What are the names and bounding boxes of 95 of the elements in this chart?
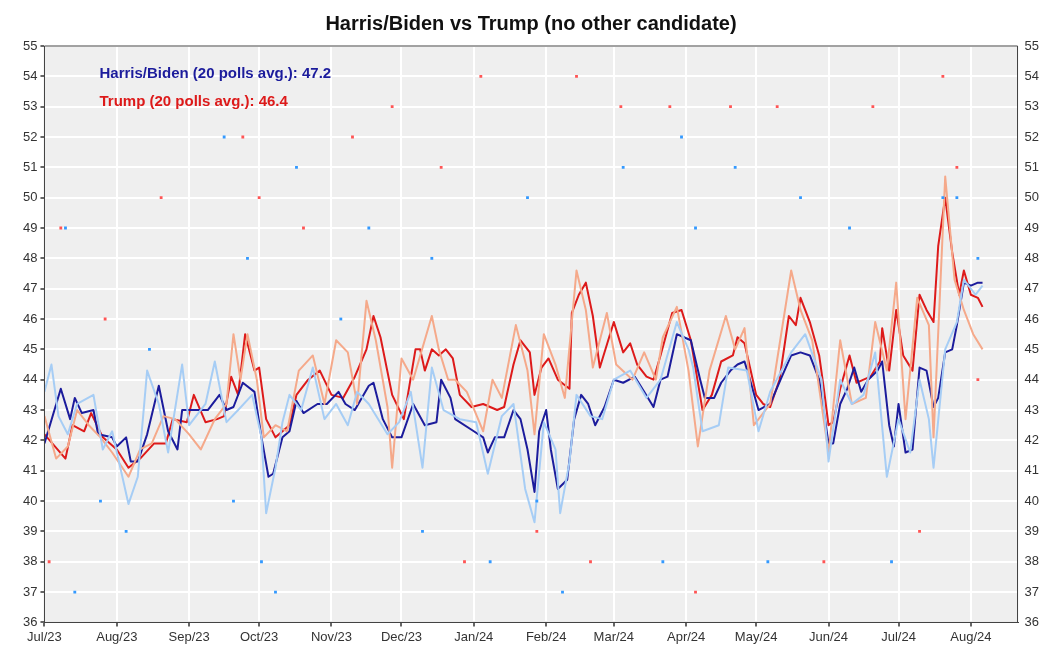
y-tick-label: 49 — [22, 219, 38, 235]
x-tick-label: Nov/23 — [310, 628, 353, 644]
point — [941, 196, 945, 200]
point — [621, 165, 625, 169]
point — [766, 560, 770, 564]
y-tick-label: 42 — [22, 431, 38, 447]
point — [148, 347, 151, 351]
y-tick-label: 48 — [22, 249, 38, 265]
point — [124, 529, 128, 533]
point — [619, 105, 623, 109]
point — [295, 165, 298, 169]
y2-tick-label: 42 — [1024, 431, 1040, 447]
point — [955, 196, 959, 200]
y-tick-label: 37 — [22, 583, 38, 599]
point — [260, 560, 263, 564]
y-tick-label: 41 — [22, 462, 38, 478]
y-tick-label: 52 — [22, 128, 38, 144]
point — [390, 105, 394, 109]
y2-tick-label: 46 — [1024, 310, 1040, 326]
x-tick-label: Jul/24 — [881, 628, 916, 644]
y2-tick-label: 44 — [1024, 371, 1040, 387]
y-tick-label: 44 — [22, 371, 38, 387]
y-tick-label: 38 — [22, 553, 38, 569]
y-tick-label: 51 — [22, 158, 38, 174]
y-tick-label: 54 — [22, 67, 38, 83]
x-tick-label: Oct/23 — [240, 628, 279, 644]
y2-tick-label: 47 — [1024, 280, 1040, 296]
point — [799, 196, 802, 200]
y-tick-label: 55 — [22, 37, 38, 53]
y2-tick-label: 40 — [1024, 492, 1040, 508]
point — [890, 560, 893, 564]
point — [918, 529, 921, 533]
text: Harris/Biden (20 polls avg.): 47.2 — [99, 64, 332, 82]
point — [822, 560, 826, 564]
point — [479, 74, 483, 78]
y-tick-label: 43 — [22, 401, 38, 417]
y2-tick-label: 39 — [1024, 522, 1040, 538]
y-tick-label: 36 — [22, 613, 38, 629]
point — [463, 560, 466, 564]
y-tick-label: 53 — [22, 98, 38, 114]
x-tick-label: Jan/24 — [454, 628, 494, 644]
y2-tick-label: 50 — [1024, 189, 1040, 205]
x-tick-label: Sep/23 — [168, 628, 210, 644]
x-tick-label: Dec/23 — [380, 628, 423, 644]
y-tick-label: 40 — [22, 492, 38, 508]
y2-tick-label: 41 — [1024, 462, 1040, 478]
point — [733, 165, 737, 169]
y2-tick-label: 55 — [1024, 37, 1040, 53]
x-tick-label: Mar/24 — [593, 628, 635, 644]
y2-tick-label: 54 — [1024, 67, 1040, 83]
point — [257, 196, 261, 200]
point — [421, 529, 424, 533]
text: Trump (20 polls avg.): 46.4 — [99, 92, 289, 110]
y2-tick-label: 49 — [1024, 219, 1040, 235]
point — [976, 378, 980, 382]
point — [159, 196, 163, 200]
x-tick-label: Jun/24 — [809, 628, 849, 644]
x-tick-label: Aug/24 — [950, 628, 992, 644]
y2-tick-label: 53 — [1024, 98, 1040, 114]
point — [668, 105, 672, 109]
point — [729, 105, 732, 109]
y-tick-label: 47 — [22, 280, 38, 296]
point — [430, 256, 434, 260]
point — [775, 105, 779, 109]
y2-tick-label: 52 — [1024, 128, 1040, 144]
y2-tick-label: 48 — [1024, 249, 1040, 265]
y-tick-label: 39 — [22, 522, 38, 538]
y2-tick-label: 37 — [1024, 583, 1040, 599]
y-tick-label: 50 — [22, 189, 38, 205]
point — [661, 560, 665, 564]
point — [871, 105, 875, 109]
x-tick-label: May/24 — [734, 628, 778, 644]
y-tick-label: 45 — [22, 340, 38, 356]
y-tick-label: 46 — [22, 310, 38, 326]
x-tick-label: Apr/24 — [667, 628, 706, 644]
y2-tick-label: 51 — [1024, 158, 1040, 174]
point — [439, 165, 443, 169]
x-tick-label: Aug/23 — [96, 628, 138, 644]
point — [575, 74, 578, 78]
point — [955, 165, 959, 169]
point — [246, 256, 249, 260]
point — [488, 560, 492, 564]
y2-tick-label: 38 — [1024, 553, 1040, 569]
point — [589, 560, 592, 564]
y2-tick-label: 43 — [1024, 401, 1040, 417]
y2-tick-label: 36 — [1024, 613, 1040, 629]
x-tick-label: Jul/23 — [27, 628, 62, 644]
x-tick-label: Feb/24 — [525, 628, 567, 644]
point — [976, 256, 980, 260]
point — [526, 196, 529, 200]
chart-title: Harris/Biden vs Trump (no other candidate) — [325, 11, 737, 34]
point — [941, 74, 945, 78]
y2-tick-label: 45 — [1024, 340, 1040, 356]
point — [47, 560, 51, 564]
point — [535, 529, 539, 533]
